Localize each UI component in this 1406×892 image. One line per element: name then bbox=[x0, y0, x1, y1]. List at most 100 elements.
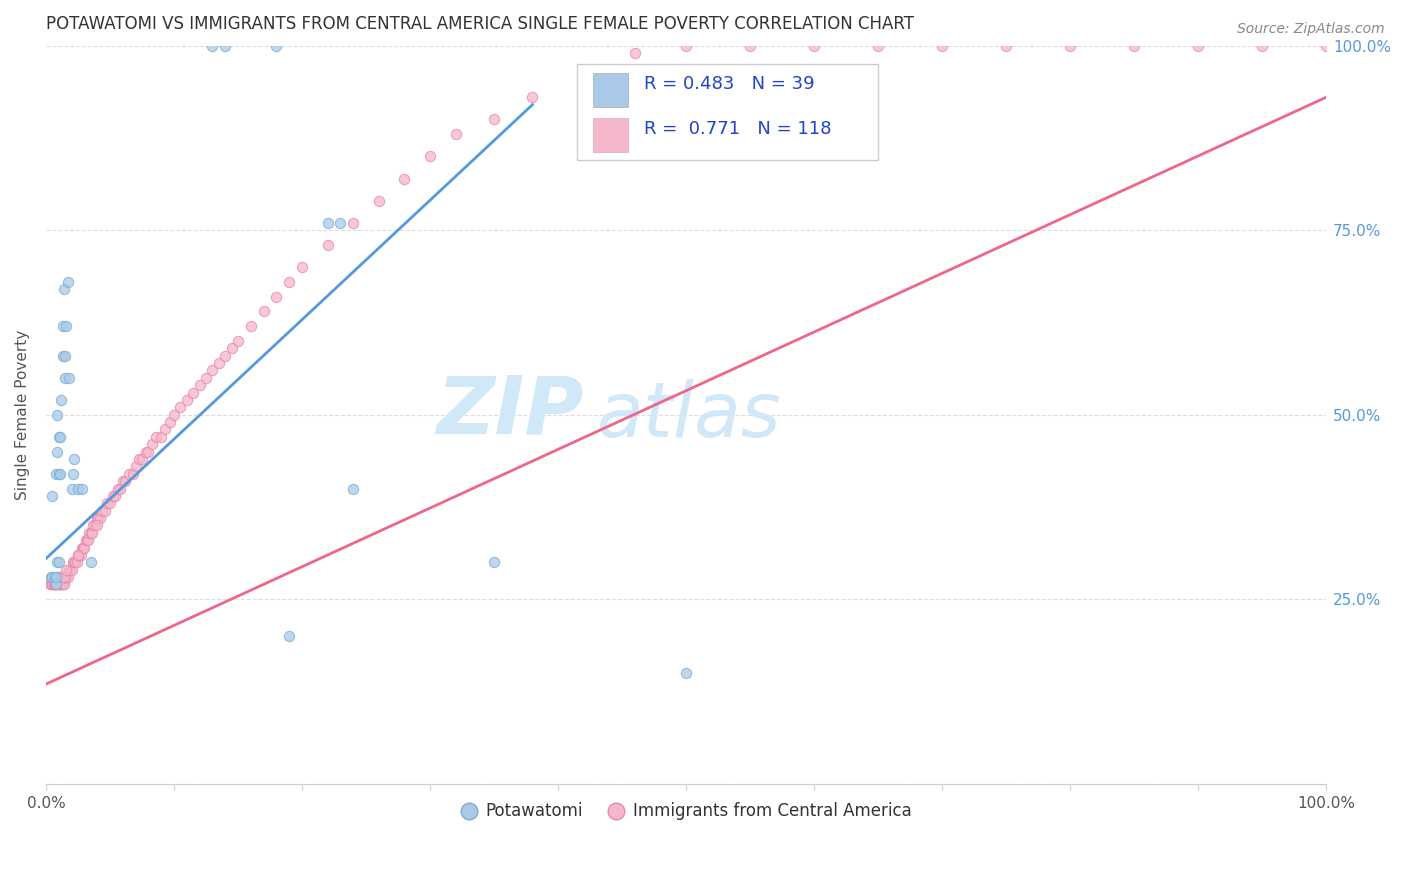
Point bbox=[995, 38, 1018, 53]
Point bbox=[291, 260, 314, 274]
Point bbox=[45, 577, 67, 591]
Point bbox=[80, 555, 103, 569]
Point bbox=[38, 577, 60, 591]
Point bbox=[128, 452, 150, 467]
Point bbox=[65, 555, 87, 569]
Point bbox=[45, 467, 67, 481]
Point bbox=[118, 467, 141, 481]
Point bbox=[76, 533, 98, 548]
Point bbox=[48, 577, 70, 591]
Point bbox=[69, 548, 91, 562]
Point bbox=[176, 392, 198, 407]
Point bbox=[110, 482, 132, 496]
Point bbox=[56, 275, 79, 289]
Point bbox=[239, 319, 262, 334]
Point bbox=[52, 577, 75, 591]
Point bbox=[49, 577, 72, 591]
Point bbox=[53, 570, 76, 584]
Text: ZIP: ZIP bbox=[436, 372, 583, 450]
Point bbox=[59, 563, 82, 577]
Point bbox=[66, 548, 89, 562]
Point bbox=[83, 518, 105, 533]
Point bbox=[46, 408, 69, 422]
Point bbox=[80, 525, 103, 540]
Point bbox=[931, 38, 953, 53]
Point bbox=[89, 511, 111, 525]
Text: POTAWATOMI VS IMMIGRANTS FROM CENTRAL AMERICA SINGLE FEMALE POVERTY CORRELATION : POTAWATOMI VS IMMIGRANTS FROM CENTRAL AM… bbox=[46, 15, 914, 33]
Point bbox=[266, 38, 288, 53]
Point bbox=[48, 430, 70, 444]
Point bbox=[342, 482, 364, 496]
Point bbox=[42, 577, 65, 591]
Point bbox=[58, 563, 80, 577]
Point bbox=[135, 444, 157, 458]
Point bbox=[60, 563, 83, 577]
Point bbox=[131, 452, 153, 467]
Point bbox=[266, 290, 288, 304]
Point bbox=[55, 563, 77, 577]
Point bbox=[124, 459, 146, 474]
Point bbox=[60, 482, 83, 496]
Point bbox=[624, 45, 647, 60]
Point bbox=[62, 555, 84, 569]
Point bbox=[52, 282, 75, 296]
Point bbox=[58, 371, 80, 385]
Point bbox=[214, 349, 236, 363]
Point bbox=[55, 570, 77, 584]
Point bbox=[188, 378, 211, 392]
Point bbox=[52, 577, 75, 591]
Point bbox=[111, 474, 134, 488]
Point bbox=[153, 422, 176, 436]
Text: atlas: atlas bbox=[596, 379, 780, 453]
Point bbox=[342, 216, 364, 230]
Point bbox=[45, 577, 67, 591]
Point bbox=[67, 548, 90, 562]
Point bbox=[201, 38, 224, 53]
Point bbox=[482, 555, 505, 569]
Point bbox=[48, 555, 70, 569]
Text: R =  0.771   N = 118: R = 0.771 N = 118 bbox=[644, 120, 831, 138]
Point bbox=[52, 570, 75, 584]
Point bbox=[278, 629, 301, 643]
Point bbox=[44, 577, 66, 591]
Point bbox=[316, 216, 339, 230]
Point bbox=[1059, 38, 1081, 53]
Point bbox=[52, 349, 75, 363]
Point bbox=[46, 555, 69, 569]
Point bbox=[1251, 38, 1274, 53]
Point bbox=[101, 489, 124, 503]
Point bbox=[39, 570, 62, 584]
Point bbox=[138, 444, 160, 458]
Point bbox=[1315, 38, 1337, 53]
Point bbox=[41, 577, 63, 591]
Point bbox=[44, 570, 66, 584]
Point bbox=[63, 555, 86, 569]
Point bbox=[51, 577, 73, 591]
Point bbox=[367, 194, 389, 208]
Point bbox=[44, 577, 66, 591]
Y-axis label: Single Female Poverty: Single Female Poverty bbox=[15, 329, 30, 500]
Point bbox=[46, 570, 69, 584]
Point bbox=[75, 533, 97, 548]
Point bbox=[51, 570, 73, 584]
Point bbox=[41, 570, 63, 584]
Point bbox=[252, 304, 274, 318]
Point bbox=[91, 503, 114, 517]
FancyBboxPatch shape bbox=[578, 64, 877, 160]
Point bbox=[63, 452, 86, 467]
Point bbox=[52, 577, 75, 591]
Point bbox=[46, 577, 69, 591]
Text: Source: ZipAtlas.com: Source: ZipAtlas.com bbox=[1237, 22, 1385, 37]
Point bbox=[141, 437, 163, 451]
Point bbox=[66, 555, 89, 569]
Point bbox=[73, 541, 96, 555]
Point bbox=[72, 541, 94, 555]
Point bbox=[49, 467, 72, 481]
Point bbox=[48, 467, 70, 481]
Point bbox=[56, 570, 79, 584]
Point bbox=[49, 430, 72, 444]
Point bbox=[77, 533, 100, 548]
Point bbox=[46, 577, 69, 591]
Point bbox=[316, 238, 339, 252]
Point bbox=[82, 518, 104, 533]
